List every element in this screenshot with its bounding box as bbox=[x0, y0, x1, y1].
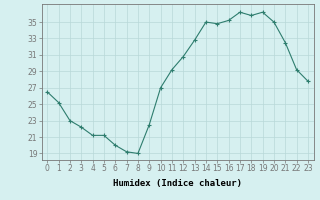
X-axis label: Humidex (Indice chaleur): Humidex (Indice chaleur) bbox=[113, 179, 242, 188]
